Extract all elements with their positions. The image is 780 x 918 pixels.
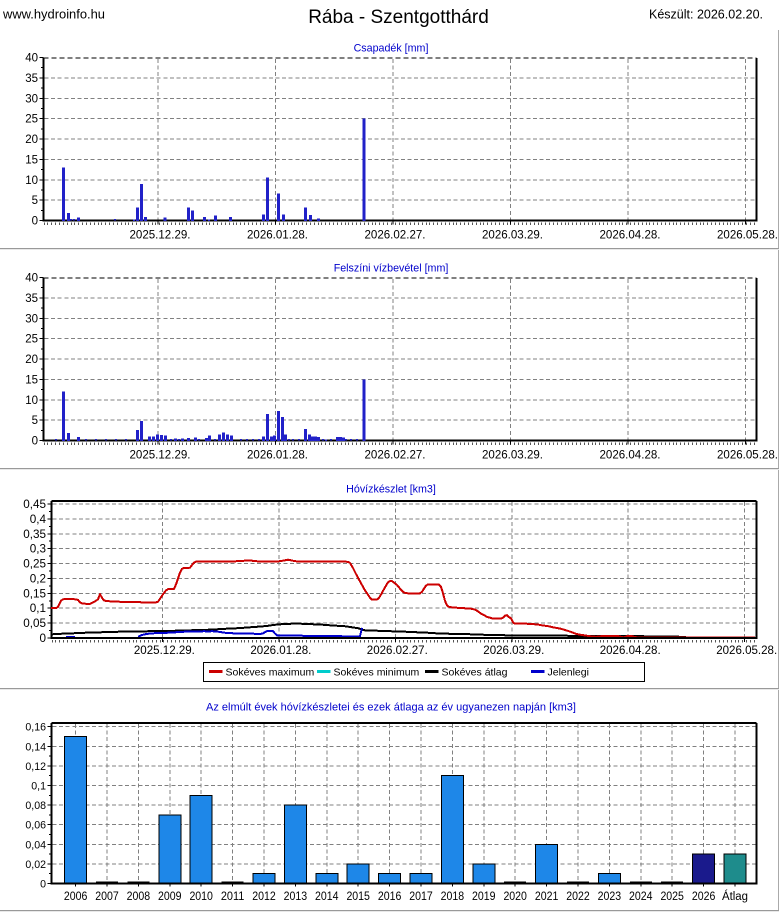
svg-text:2026.02.27.: 2026.02.27. [365, 228, 426, 242]
svg-text:2010: 2010 [189, 891, 213, 903]
svg-text:0,04: 0,04 [25, 839, 46, 851]
svg-text:0: 0 [32, 436, 38, 448]
svg-text:2026.05.28.: 2026.05.28. [717, 448, 778, 462]
svg-text:0: 0 [32, 216, 38, 228]
svg-text:2026.03.29.: 2026.03.29. [482, 228, 543, 242]
svg-text:2015: 2015 [346, 891, 370, 903]
svg-text:2026.04.28.: 2026.04.28. [600, 643, 661, 657]
svg-text:2026.01.28.: 2026.01.28. [250, 643, 311, 657]
svg-text:2018: 2018 [441, 891, 465, 903]
svg-text:10: 10 [25, 395, 38, 407]
svg-text:2006: 2006 [64, 891, 88, 903]
svg-text:Hóvízkészlet [km3]: Hóvízkészlet [km3] [346, 484, 436, 496]
svg-text:www.hydroinfo.hu: www.hydroinfo.hu [2, 7, 105, 22]
svg-text:2016: 2016 [378, 891, 402, 903]
svg-text:Csapadék [mm]: Csapadék [mm] [354, 43, 429, 55]
svg-text:0,3: 0,3 [30, 543, 46, 556]
svg-text:0,15: 0,15 [23, 587, 46, 600]
svg-text:2022: 2022 [566, 891, 590, 903]
svg-text:0,25: 0,25 [23, 558, 46, 571]
svg-text:2013: 2013 [284, 891, 308, 903]
svg-text:10: 10 [25, 175, 38, 187]
svg-text:2025.12.29.: 2025.12.29. [130, 448, 191, 462]
svg-text:0,45: 0,45 [23, 498, 46, 511]
svg-text:2008: 2008 [127, 891, 151, 903]
svg-text:2026.01.28.: 2026.01.28. [247, 228, 308, 242]
svg-text:2020: 2020 [503, 891, 527, 903]
svg-text:15: 15 [25, 154, 38, 166]
svg-text:2014: 2014 [315, 891, 339, 903]
svg-text:2026.05.28.: 2026.05.28. [717, 228, 778, 242]
svg-text:20: 20 [25, 134, 38, 146]
svg-text:2026: 2026 [692, 891, 716, 903]
svg-text:5: 5 [32, 415, 38, 427]
svg-text:0,4: 0,4 [30, 513, 47, 526]
svg-text:2026.02.27.: 2026.02.27. [367, 643, 428, 657]
svg-text:30: 30 [25, 313, 38, 325]
svg-text:2026.04.28.: 2026.04.28. [600, 448, 661, 462]
svg-text:0: 0 [40, 879, 46, 891]
svg-text:0,02: 0,02 [25, 859, 46, 871]
svg-text:2009: 2009 [158, 891, 182, 903]
svg-text:Sokéves minimum: Sokéves minimum [334, 667, 420, 679]
svg-text:25: 25 [25, 114, 38, 126]
svg-text:2026.02.27.: 2026.02.27. [365, 448, 426, 462]
svg-text:2026.05.28.: 2026.05.28. [716, 643, 777, 657]
svg-text:35: 35 [25, 293, 38, 305]
svg-text:0,1: 0,1 [31, 781, 46, 793]
svg-text:40: 40 [25, 53, 38, 65]
svg-text:5: 5 [32, 195, 38, 207]
svg-text:0,05: 0,05 [23, 617, 46, 630]
svg-text:2024: 2024 [629, 891, 653, 903]
svg-text:30: 30 [25, 93, 38, 105]
svg-text:Sokéves átlag: Sokéves átlag [442, 667, 508, 679]
svg-text:Az elmúlt évek hóvízkészletei: Az elmúlt évek hóvízkészletei és ezek át… [206, 702, 576, 714]
svg-text:2007: 2007 [95, 891, 119, 903]
svg-text:0,12: 0,12 [25, 761, 46, 773]
svg-text:Készült: 2026.02.20.: Készült: 2026.02.20. [649, 7, 763, 22]
svg-text:2011: 2011 [221, 891, 245, 903]
svg-text:2026.01.28.: 2026.01.28. [247, 448, 308, 462]
svg-text:Átlag: Átlag [722, 890, 748, 903]
svg-text:2026.04.28.: 2026.04.28. [600, 228, 661, 242]
svg-text:2025.12.29.: 2025.12.29. [134, 643, 195, 657]
svg-text:Felszíni vízbevétel [mm]: Felszíni vízbevétel [mm] [334, 263, 449, 275]
svg-text:0,16: 0,16 [25, 722, 46, 734]
svg-text:2012: 2012 [252, 891, 276, 903]
svg-text:20: 20 [25, 354, 38, 366]
svg-text:2019: 2019 [472, 891, 496, 903]
svg-text:2026.03.29.: 2026.03.29. [483, 643, 544, 657]
svg-text:2017: 2017 [409, 891, 433, 903]
svg-text:Jelenlegi: Jelenlegi [548, 667, 589, 679]
svg-text:0: 0 [39, 632, 46, 645]
svg-text:2025.12.29.: 2025.12.29. [130, 228, 191, 242]
svg-text:35: 35 [25, 73, 38, 85]
svg-text:Rába - Szentgotthárd: Rába - Szentgotthárd [308, 7, 489, 28]
svg-text:Sokéves maximum: Sokéves maximum [226, 667, 315, 679]
svg-text:15: 15 [25, 374, 38, 386]
svg-text:0,06: 0,06 [25, 820, 46, 832]
svg-text:40: 40 [25, 273, 38, 285]
svg-text:0,08: 0,08 [25, 800, 46, 812]
svg-text:2026.03.29.: 2026.03.29. [482, 448, 543, 462]
svg-text:25: 25 [25, 334, 38, 346]
svg-text:2025: 2025 [660, 891, 684, 903]
svg-text:0,1: 0,1 [30, 602, 46, 615]
svg-text:2023: 2023 [598, 891, 622, 903]
svg-text:2021: 2021 [535, 891, 559, 903]
svg-text:0,35: 0,35 [23, 528, 46, 541]
svg-text:0,2: 0,2 [30, 572, 46, 585]
svg-text:0,14: 0,14 [25, 741, 46, 753]
